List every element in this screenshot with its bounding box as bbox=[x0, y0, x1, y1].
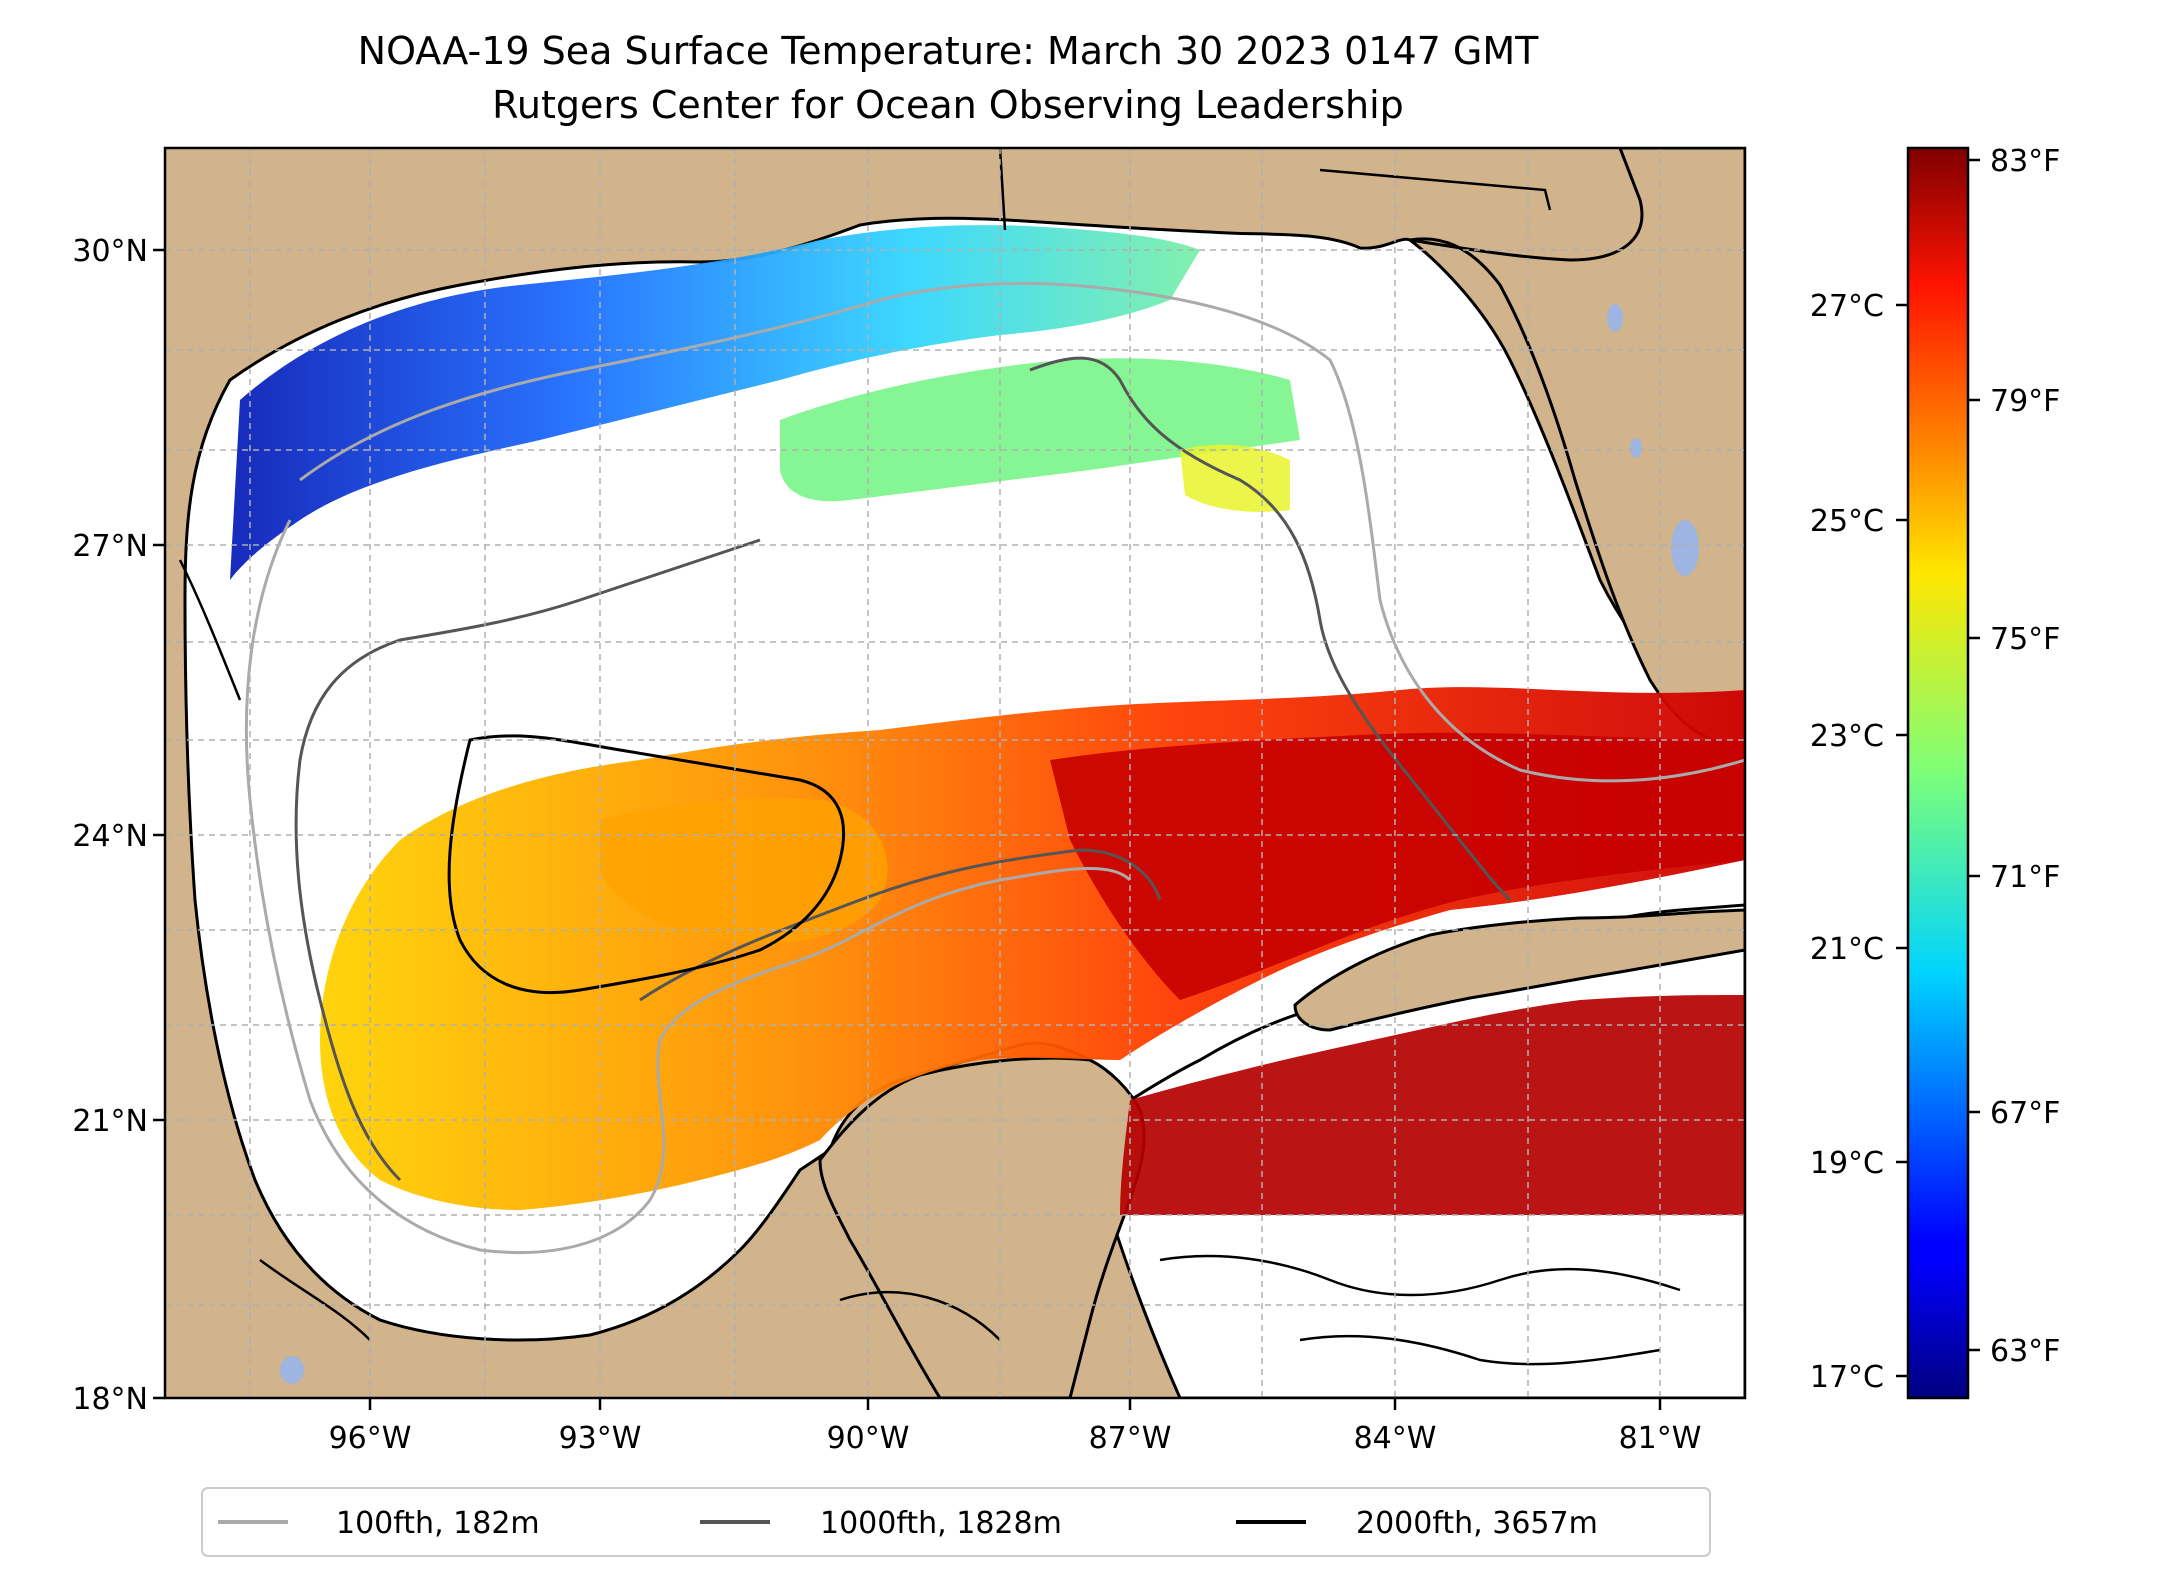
colorbar-fahrenheit-axis: 83°F 79°F 75°F 71°F 67°F 63°F bbox=[1968, 144, 2060, 1369]
sst-caribbean-hot bbox=[1120, 995, 1745, 1215]
lat-tick-label: 21°N bbox=[72, 1104, 148, 1139]
map-panel bbox=[165, 148, 1745, 1398]
fahrenheit-tick-label: 75°F bbox=[1990, 622, 2060, 657]
fahrenheit-tick-label: 79°F bbox=[1990, 384, 2060, 419]
fahrenheit-tick-label: 83°F bbox=[1990, 144, 2060, 179]
title-line-1: NOAA-19 Sea Surface Temperature: March 3… bbox=[358, 29, 1539, 73]
lat-tick-label: 18°N bbox=[72, 1382, 148, 1417]
contour-1000fth bbox=[294, 356, 1512, 1182]
lat-axis: 30°N 27°N 24°N 21°N 18°N bbox=[72, 234, 165, 1417]
lon-tick-label: 84°W bbox=[1354, 1421, 1437, 1456]
cuba-land bbox=[1293, 908, 1745, 1032]
celsius-tick-label: 21°C bbox=[1810, 932, 1884, 967]
lake-mexico bbox=[280, 1356, 304, 1384]
sst-cold-band bbox=[230, 225, 1200, 580]
fahrenheit-tick-label: 63°F bbox=[1990, 1334, 2060, 1369]
border-lines bbox=[178, 148, 1552, 1341]
florida-land bbox=[1409, 148, 1745, 747]
celsius-tick-label: 23°C bbox=[1810, 719, 1884, 754]
celsius-tick-label: 25°C bbox=[1810, 504, 1884, 539]
sst-green-band bbox=[780, 358, 1300, 502]
legend-label: 1000fth, 1828m bbox=[820, 1506, 1062, 1541]
legend-label: 2000fth, 3657m bbox=[1356, 1506, 1598, 1541]
lat-tick-label: 27°N bbox=[72, 529, 148, 564]
lake-florida-2 bbox=[1630, 438, 1642, 458]
legend-label: 100fth, 182m bbox=[336, 1506, 540, 1541]
colorbar-celsius-axis: 27°C 25°C 23°C 21°C 19°C 17°C bbox=[1810, 289, 1908, 1395]
lon-axis: 96°W 93°W 90°W 87°W 84°W 81°W bbox=[329, 1398, 1702, 1456]
contour-2000fth bbox=[447, 734, 846, 995]
lake-florida bbox=[1607, 304, 1623, 332]
celsius-tick-label: 19°C bbox=[1810, 1146, 1884, 1181]
lon-tick-label: 90°W bbox=[827, 1421, 910, 1456]
fahrenheit-tick-label: 67°F bbox=[1990, 1096, 2060, 1131]
map-frame bbox=[163, 146, 1747, 1400]
celsius-tick-label: 27°C bbox=[1810, 289, 1884, 324]
lon-tick-label: 87°W bbox=[1089, 1421, 1172, 1456]
contour-caribbean bbox=[1159, 1254, 1681, 1366]
legend: 100fth, 182m 1000fth, 1828m 2000fth, 365… bbox=[201, 1487, 1711, 1557]
contour-100fth bbox=[244, 281, 1745, 1254]
lon-tick-label: 96°W bbox=[329, 1421, 412, 1456]
lat-tick-label: 30°N bbox=[72, 234, 148, 269]
celsius-tick-label: 17°C bbox=[1810, 1360, 1884, 1395]
lake-okeechobee bbox=[1671, 520, 1699, 576]
lon-tick-label: 81°W bbox=[1619, 1421, 1702, 1456]
title-line-2: Rutgers Center for Ocean Observing Leade… bbox=[492, 83, 1404, 127]
sst-hot-core bbox=[1050, 732, 1745, 1000]
lon-tick-label: 93°W bbox=[559, 1421, 642, 1456]
lat-tick-label: 24°N bbox=[72, 819, 148, 854]
colorbar bbox=[1906, 146, 1970, 1400]
fahrenheit-tick-label: 71°F bbox=[1990, 860, 2060, 895]
